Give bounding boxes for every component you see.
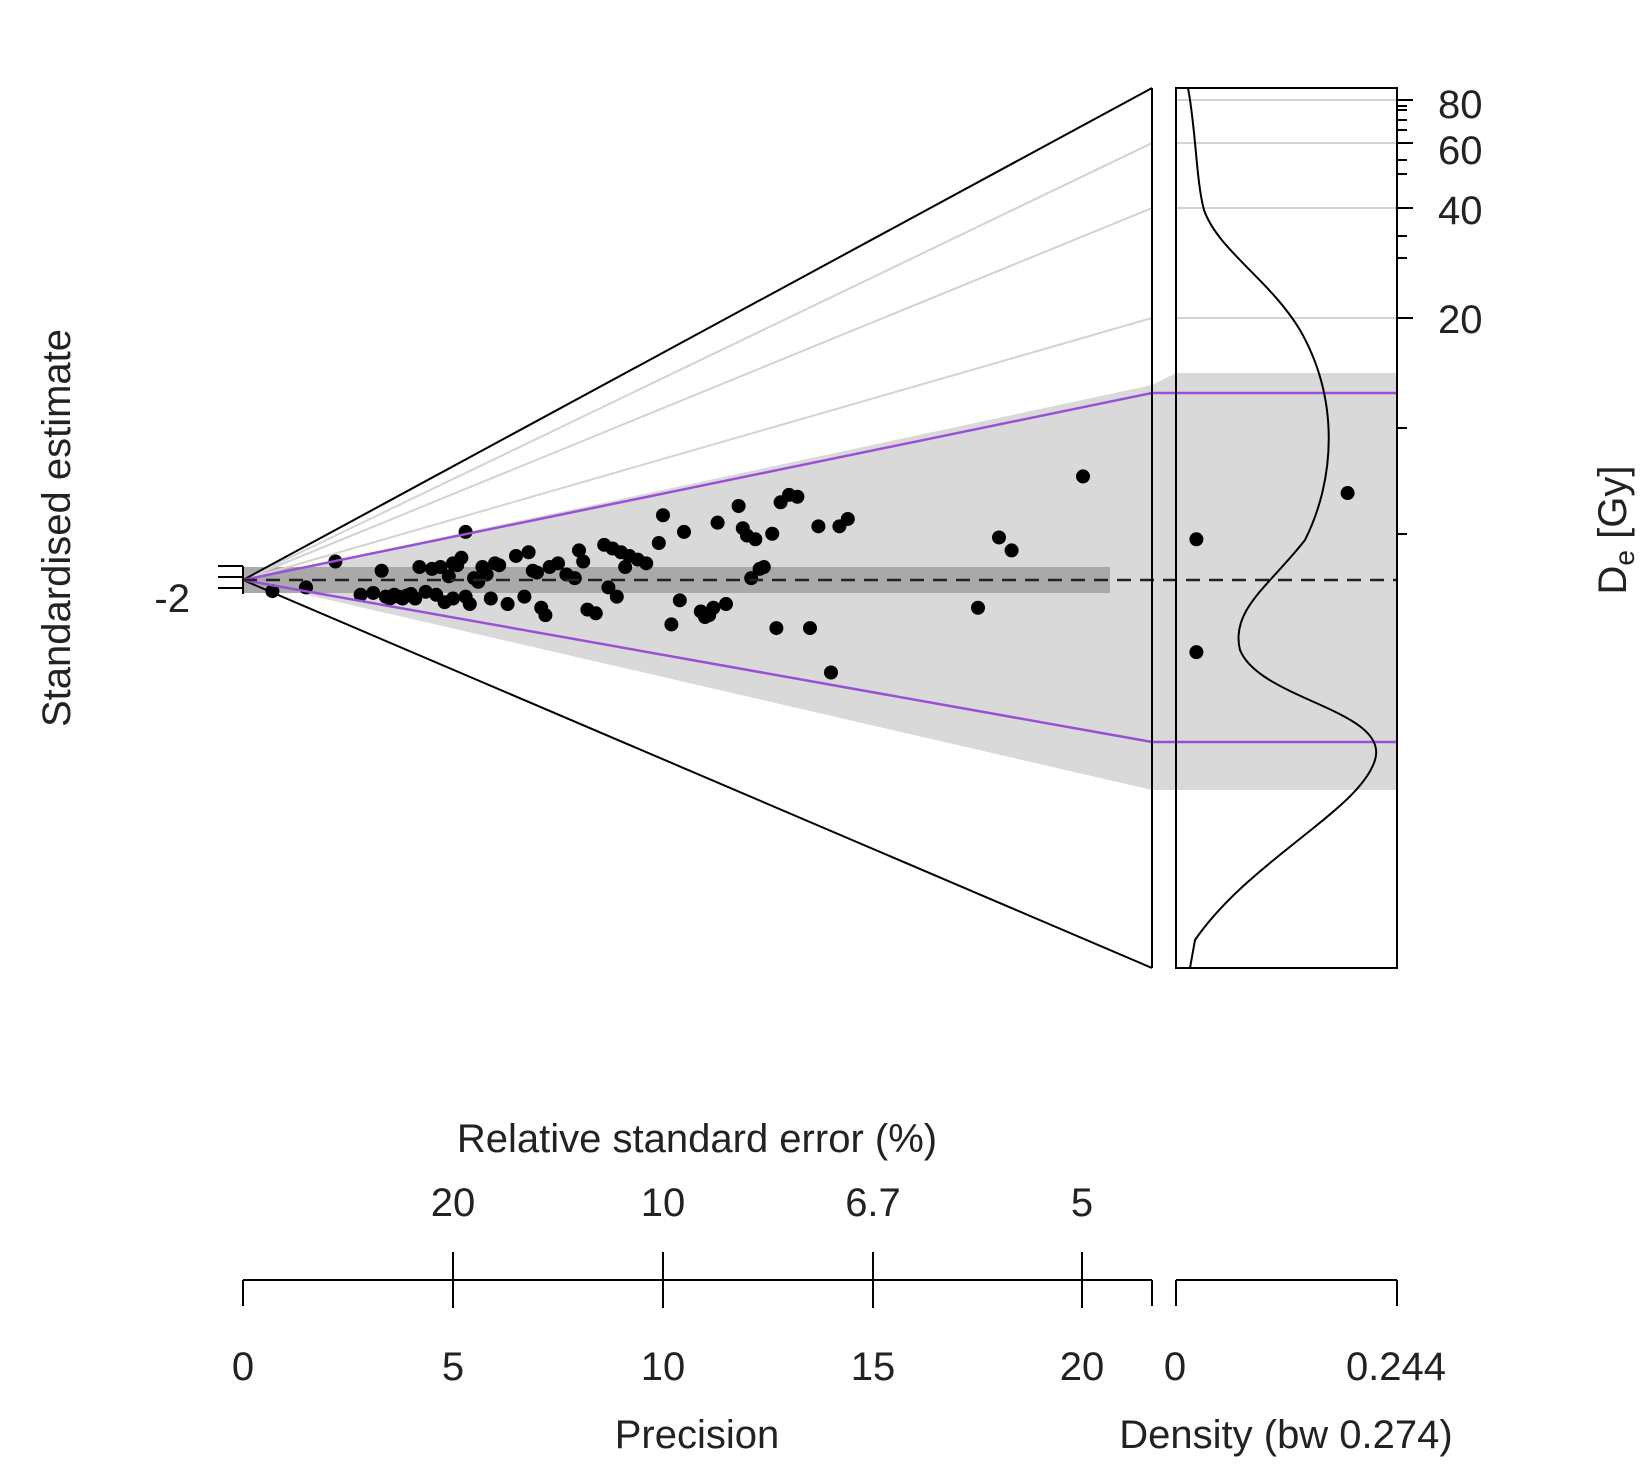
data-point xyxy=(677,524,691,539)
precision-tick-label: 15 xyxy=(851,1345,896,1389)
data-point xyxy=(1004,543,1019,558)
rse-axis-label: Relative standard error (%) xyxy=(457,1117,937,1161)
rse-tick-label: 10 xyxy=(641,1181,686,1225)
data-point xyxy=(446,591,460,606)
density-tick-label: 0.244 xyxy=(1346,1345,1446,1389)
data-point xyxy=(408,591,423,606)
data-point xyxy=(656,508,670,523)
data-point xyxy=(1189,532,1204,547)
reference-line xyxy=(242,142,1153,581)
rse-tick-label: 6.7 xyxy=(845,1181,901,1225)
data-point xyxy=(719,597,733,612)
y-tick-label: -2 xyxy=(154,577,190,621)
data-point xyxy=(1340,486,1355,501)
data-point xyxy=(366,585,381,600)
data-point xyxy=(672,593,687,608)
sigma-line xyxy=(242,578,1153,744)
data-point xyxy=(538,608,553,623)
data-point xyxy=(824,665,838,680)
data-point xyxy=(576,554,591,569)
data-point xyxy=(567,571,582,586)
de-tick-label: 60 xyxy=(1438,129,1483,173)
data-point xyxy=(971,600,985,615)
data-point xyxy=(551,556,565,571)
data-point xyxy=(710,515,725,530)
data-point xyxy=(748,532,763,547)
data-point xyxy=(803,621,817,636)
data-point xyxy=(1189,645,1204,660)
data-point xyxy=(756,560,771,575)
data-point xyxy=(479,567,494,582)
de-tick-label: 40 xyxy=(1438,189,1483,233)
polygon-edge xyxy=(242,87,1153,581)
data-point xyxy=(572,543,586,558)
precision-axis-label: Precision xyxy=(615,1413,780,1457)
data-point xyxy=(483,591,498,606)
polygon-edge xyxy=(242,579,1153,969)
data-point xyxy=(992,530,1006,545)
data-point xyxy=(601,580,616,595)
data-point xyxy=(458,524,473,539)
reference-line xyxy=(242,207,1153,581)
data-point xyxy=(609,589,624,604)
y-axis-label: Standardised estimate xyxy=(35,329,79,727)
data-point xyxy=(500,597,515,612)
data-point xyxy=(651,536,666,550)
data-point xyxy=(790,489,805,504)
data-point xyxy=(840,511,855,526)
data-point xyxy=(811,519,826,534)
precision-tick-label: 10 xyxy=(641,1345,686,1389)
data-point xyxy=(412,560,427,575)
data-point xyxy=(521,545,536,560)
reference-line xyxy=(242,317,1153,581)
data-point xyxy=(433,560,448,575)
precision-tick-label: 20 xyxy=(1060,1345,1105,1389)
data-point xyxy=(664,617,679,632)
density-tick-label: 0 xyxy=(1164,1345,1186,1389)
data-point xyxy=(765,526,780,541)
data-point xyxy=(492,558,507,573)
precision-tick-label: 5 xyxy=(442,1345,464,1389)
data-point xyxy=(462,597,477,612)
data-point xyxy=(454,550,469,565)
data-point xyxy=(731,499,746,513)
data-point xyxy=(418,584,433,599)
rse-tick-label: 20 xyxy=(431,1181,476,1225)
de-axis-label: De [Gy] xyxy=(1591,466,1640,595)
rse-tick-label: 5 xyxy=(1071,1181,1093,1225)
data-point xyxy=(530,565,544,580)
data-point xyxy=(1076,469,1090,484)
de-tick-label: 80 xyxy=(1438,83,1483,127)
density-axis-label: Density (bw 0.274) xyxy=(1119,1413,1452,1457)
de-tick-label: 20 xyxy=(1438,298,1483,342)
data-point xyxy=(374,563,389,578)
data-points xyxy=(265,469,1355,680)
data-point xyxy=(618,560,633,575)
data-point xyxy=(639,556,654,571)
density-curve xyxy=(1187,87,1378,969)
precision-tick-label: 0 xyxy=(232,1345,254,1389)
data-point xyxy=(509,548,523,563)
sigma-line xyxy=(242,391,1153,582)
data-point xyxy=(517,589,532,604)
data-point xyxy=(353,587,368,602)
data-point xyxy=(769,621,784,636)
data-point xyxy=(588,606,603,621)
data-point xyxy=(706,600,721,615)
data-point xyxy=(744,571,759,586)
